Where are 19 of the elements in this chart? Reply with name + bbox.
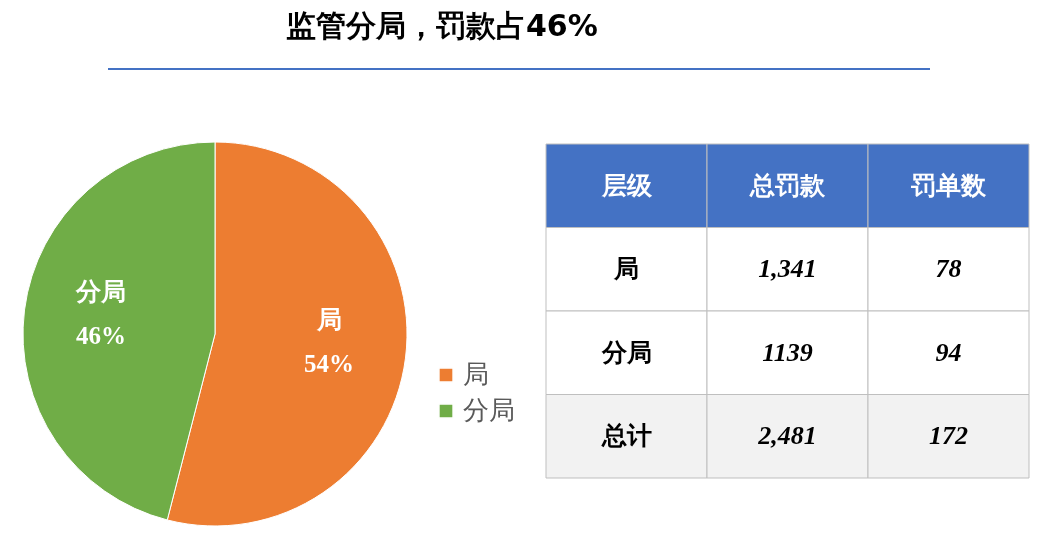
slice-label: 分局: [74, 276, 126, 306]
series-label: 总罚款: [749, 170, 826, 200]
data-label: 172: [929, 421, 968, 451]
slice-label: 局: [315, 305, 342, 335]
data-label: 94: [935, 337, 962, 367]
data-label: 54%: [304, 350, 355, 378]
category-label: 总计: [600, 421, 652, 451]
legend-label: 分局: [463, 395, 515, 425]
data-label: 2,481: [757, 421, 817, 451]
data-label: 46%: [75, 321, 126, 349]
series-label: 罚单数: [910, 170, 987, 200]
chart-title: 监管分局，罚款占46%: [286, 8, 598, 43]
text: 层级: [600, 170, 653, 200]
category-label: 分局: [600, 337, 652, 367]
category-label: 局: [613, 254, 639, 284]
data-label: 1,341: [758, 254, 817, 284]
legend-label: 局: [463, 359, 489, 389]
data-label: 1139: [762, 337, 813, 367]
data-label: 78: [935, 254, 962, 284]
